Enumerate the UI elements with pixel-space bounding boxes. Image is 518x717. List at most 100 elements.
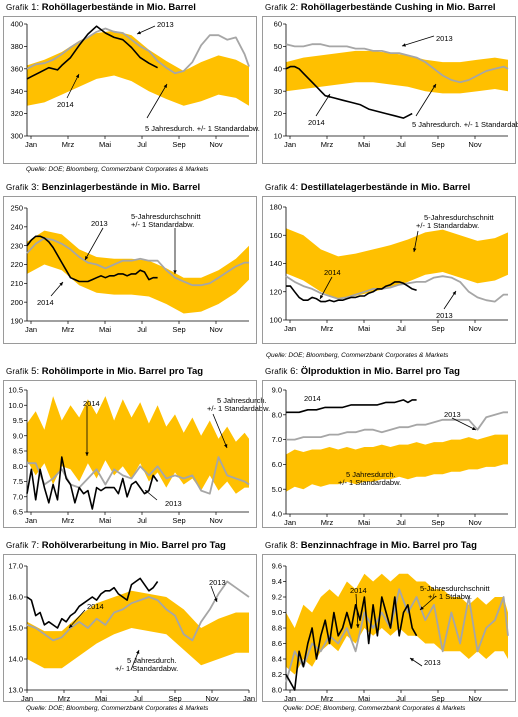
chart-frame <box>3 554 257 702</box>
y-tick-label: 140 <box>269 259 282 268</box>
x-tick-label: Nov <box>468 140 482 149</box>
y-tick-label: 400 <box>10 20 23 29</box>
annotation-label: 2013 <box>157 20 174 29</box>
annotation-label: 5 Jahresdurch. <box>346 470 396 479</box>
chart-frame <box>262 16 516 164</box>
y-tick-label: 9.5 <box>13 416 23 425</box>
x-tick-label: Mrz <box>321 140 334 149</box>
annotation-label: +/- 1 Standardabw. <box>416 221 479 230</box>
annotation-arrowhead <box>85 452 89 456</box>
series-line-2014 <box>285 596 418 691</box>
annotation-label: 2013 <box>436 311 453 320</box>
x-tick-label: Jan <box>284 518 296 527</box>
chart-panel-1: Grafik 1: Rohöllagerbestände in Mio. Bar… <box>0 0 260 178</box>
annotation-arrowhead <box>69 624 73 628</box>
annotation-label: +/- 1 Stdabw. <box>428 592 472 601</box>
y-tick-label: 9.0 <box>13 431 23 440</box>
y-tick-label: 14.0 <box>8 655 23 664</box>
annotation-arrowhead <box>145 490 149 494</box>
series-line-2013 <box>285 588 509 683</box>
source-note: Quelle: DOE; Bloomberg, Commerzbank Corp… <box>266 352 449 359</box>
chart-panel-2: Grafik 2: Rohöllagerbestände Cushing in … <box>259 0 518 178</box>
annotation-label: 2014 <box>350 586 367 595</box>
y-tick-label: 8.8 <box>272 624 282 633</box>
annotation-label: 5-Jahresdurchschnitt <box>420 584 491 593</box>
series-line-2013 <box>285 275 508 303</box>
annotation-arrow <box>68 609 86 629</box>
series-line-2014 <box>26 456 159 510</box>
x-tick-label: Jan <box>284 140 296 149</box>
chart-frame <box>262 196 516 344</box>
chart-title: Grafik 6: Ölproduktion in Mio. Barrel pr… <box>265 366 460 377</box>
x-tick-label: Mai <box>99 325 111 334</box>
chart-svg: 10 20 30 40 50 60 Jan Mrz Mai Jul Sep Nov 2013 2014 5 … <box>274 20 518 149</box>
chart-frame <box>3 16 257 164</box>
annotation-arrowhead <box>356 624 360 628</box>
annotation-label: 2014 <box>57 100 74 109</box>
y-tick-label: 10.0 <box>8 401 23 410</box>
annotation-label: 2013 <box>424 658 441 667</box>
y-tick-label: 180 <box>269 203 282 212</box>
annotation-arrow <box>212 413 228 449</box>
y-tick-label: 50 <box>274 42 282 51</box>
annotation-arrowhead <box>402 43 406 47</box>
x-tick-label: Jul <box>137 325 147 334</box>
x-tick-label: Mrz <box>62 140 75 149</box>
chart-panel-8: Grafik 8: Benzinnachfrage in Mio. Barrel… <box>259 538 518 716</box>
x-tick-label: Nov <box>468 324 482 333</box>
x-tick-label: Jan <box>25 516 37 525</box>
chart-frame <box>3 196 257 344</box>
chart-frame <box>262 380 516 528</box>
y-tick-label: 380 <box>10 42 23 51</box>
y-tick-label: 6.0 <box>272 460 282 469</box>
annotation-label: 2013 <box>436 34 453 43</box>
annotation-arrowhead <box>412 248 417 252</box>
y-tick-label: 13.0 <box>8 686 23 695</box>
y-tick-label: 15.0 <box>8 624 23 633</box>
annotation-label: 5 Jahresdurch. +/- 1 Standardabw. <box>145 124 260 133</box>
x-tick-label: Mai <box>95 694 107 703</box>
band-area <box>286 573 508 675</box>
annotation-label: +/- 1 Standardabw. <box>131 220 194 229</box>
x-tick-label: Sep <box>431 694 444 703</box>
annotation-arrowhead <box>452 291 456 295</box>
annotation-arrowhead <box>173 270 177 274</box>
x-tick-label: Mrz <box>62 325 75 334</box>
band-area <box>27 590 249 669</box>
x-tick-label: Sep <box>431 324 444 333</box>
x-tick-label: Nov <box>468 694 482 703</box>
chart-svg: 13.0 14.0 15.0 16.0 17.0 Jan Mrz Mai Jul Sep Nov Ja… <box>8 562 255 703</box>
x-tick-label: Jul <box>396 518 406 527</box>
x-tick-label: Jul <box>396 324 406 333</box>
band-area <box>27 30 249 106</box>
x-tick-label: Nov <box>209 516 223 525</box>
annotation-arrowhead <box>59 282 63 286</box>
x-tick-label: Sep <box>431 140 444 149</box>
chart-svg: 8.0 8.2 8.4 8.6 8.8 9.0 9.2 9.4 9.6 Jan Mrz Mai Jul S… <box>272 562 509 703</box>
annotation-arrowhead <box>136 650 140 654</box>
y-tick-label: 30 <box>274 87 282 96</box>
annotation-label: 2014 <box>37 298 54 307</box>
x-tick-label: Mai <box>358 694 370 703</box>
x-tick-label: Mai <box>99 140 111 149</box>
y-tick-label: 340 <box>10 87 23 96</box>
y-tick-label: 300 <box>10 132 23 141</box>
x-tick-label: Jan <box>25 140 37 149</box>
annotation-label: 2014 <box>83 399 100 408</box>
source-note: Quelle: DOE; Bloomberg, Commerzbank Corp… <box>283 705 466 712</box>
chart-title: Grafik 3: Benzinlagerbestände in Mio. Ba… <box>6 182 201 193</box>
y-tick-label: 230 <box>10 241 23 250</box>
y-tick-label: 240 <box>10 222 23 231</box>
chart-frame <box>262 554 516 702</box>
annotation-arrowhead <box>75 74 79 78</box>
chart-title: Grafik 7: Rohölverarbeitung in Mio. Barr… <box>6 540 226 551</box>
annotation-label: 5-Jahresdurchschnitt <box>424 213 495 222</box>
x-tick-label: Jul <box>137 516 147 525</box>
x-tick-label: Sep <box>172 325 185 334</box>
chart-svg: 6.5 7.0 7.5 8.0 8.5 9.0 9.5 10.0 10.5 Jan Mrz Mai Ju… <box>8 386 270 525</box>
x-tick-label: Mai <box>99 516 111 525</box>
x-tick-label: Nov <box>209 325 223 334</box>
series-line-2013 <box>285 43 509 84</box>
chart-panel-3: Grafik 3: Benzinlagerbestände in Mio. Ba… <box>0 180 259 358</box>
